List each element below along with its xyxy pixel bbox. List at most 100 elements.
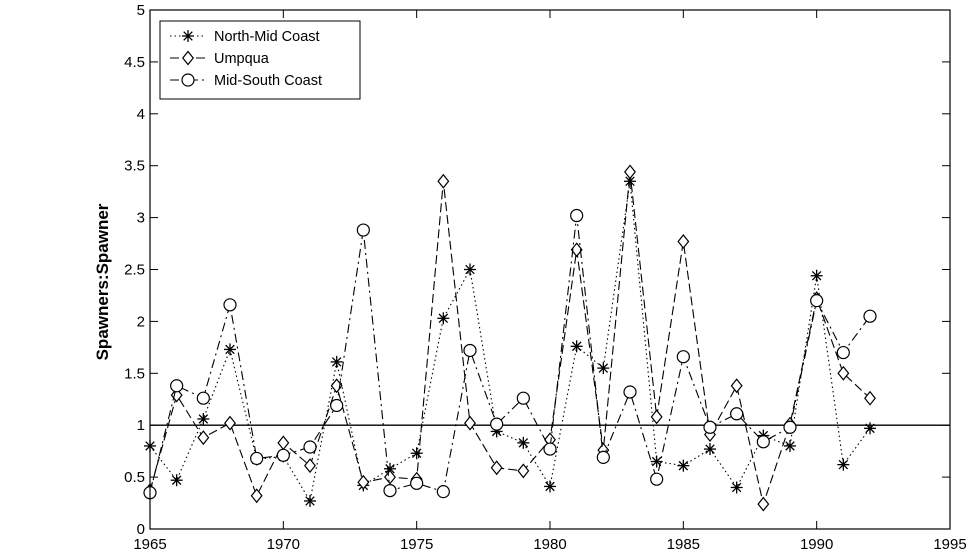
series-1-point-1980 <box>544 480 556 493</box>
series-1-point-1985 <box>677 459 690 472</box>
series-1-point-1987 <box>730 481 743 494</box>
series-2-point-1979 <box>517 463 530 479</box>
series-3-point-1985 <box>676 350 690 364</box>
legend-label: Mid-South Coast <box>214 73 322 89</box>
series-2-point-1983 <box>624 164 636 180</box>
y-tick-label: 4 <box>137 106 145 123</box>
series-1-point-1968 <box>224 343 236 356</box>
series-2-point-1988 <box>757 496 770 512</box>
series-3-point-1991 <box>836 345 850 360</box>
series-3-point-1986 <box>703 420 717 434</box>
y-tick-label: 0 <box>137 521 145 538</box>
series-1-point-1982 <box>597 362 610 375</box>
series-3-point-1975 <box>410 476 424 490</box>
series-3-point-1972 <box>330 398 344 413</box>
series-1-point-1990 <box>810 269 823 282</box>
series-3-point-1969 <box>250 451 264 466</box>
series-3-point-1968 <box>223 298 237 312</box>
series-1-point-1975 <box>410 447 423 460</box>
series-3-point-1982 <box>596 450 610 464</box>
series-2-point-1984 <box>650 409 663 425</box>
series-3-point-1977 <box>463 343 477 358</box>
series-3-line <box>149 215 871 493</box>
series-2-line <box>149 171 871 507</box>
series-3-point-1971 <box>303 440 317 454</box>
series-1-point-1972 <box>330 355 343 368</box>
series-3-point-1990 <box>810 294 824 308</box>
series-3-point-1979 <box>516 391 530 405</box>
series-1-point-1966 <box>170 474 183 487</box>
series-3-point-1989 <box>783 420 797 434</box>
series-2 <box>144 164 876 512</box>
axis-layer: 1965 1970 1975 1980 1985 1990 1995 0 0.5 1 1.5 2 2.5… <box>124 2 967 553</box>
series-1-point-1967 <box>197 412 210 425</box>
series-2-point-1981 <box>570 242 583 258</box>
series-1-point-1989 <box>784 439 796 452</box>
series-3-point-1981 <box>570 208 584 223</box>
series-2-point-1976 <box>437 173 450 189</box>
x-tick-label: 1995 <box>933 536 966 553</box>
series-1-point-1981 <box>570 340 583 353</box>
series-3-point-1980 <box>543 442 557 456</box>
legend-box <box>159 20 361 100</box>
y-tick-label: 2 <box>137 313 145 330</box>
y-tick-label: 3 <box>137 210 145 227</box>
legend-marker <box>182 30 194 42</box>
y-tick-label: 5 <box>137 2 145 19</box>
series-2-point-1977 <box>464 415 476 431</box>
x-tick-label: 1980 <box>533 536 566 553</box>
series-1-point-1986 <box>704 443 716 456</box>
series-layer <box>143 164 877 512</box>
series-2-point-1991 <box>837 365 850 381</box>
legend-label: Umpqua <box>214 51 270 67</box>
series-2-point-1992 <box>864 390 876 406</box>
series-2-point-1970 <box>277 435 290 451</box>
series-3-point-1987 <box>730 407 744 421</box>
series-3-point-1983 <box>623 385 637 399</box>
x-tick-label: 1975 <box>400 536 433 553</box>
x-tick-label: 1970 <box>267 536 300 553</box>
y-tick-label: 1 <box>137 417 145 434</box>
series-2-point-1978 <box>490 460 503 476</box>
series-1-point-1979 <box>517 436 530 449</box>
series-2-point-1967 <box>197 430 210 446</box>
series-3-point-1966 <box>170 379 184 393</box>
series-2-point-1969 <box>250 488 263 504</box>
series-1-point-1992 <box>864 422 876 435</box>
series-3-point-1984 <box>650 472 664 486</box>
y-tick-label: 0.5 <box>124 469 145 486</box>
legend-entry-3: Mid-South Coast <box>170 73 322 89</box>
legend-marker <box>181 73 195 87</box>
legend-marker <box>182 50 194 66</box>
legend-entry-2: Umpqua <box>170 50 270 67</box>
legend-entry-1: North-Mid Coast <box>170 29 320 45</box>
x-tick-label: 1965 <box>133 536 166 553</box>
series-1-point-1984 <box>650 455 663 468</box>
series-3-point-1976 <box>436 485 450 499</box>
legend: North-Mid Coast Umpqua Mid-South Coast <box>159 20 361 100</box>
y-tick-label: 4.5 <box>124 54 145 71</box>
series-1-point-1977 <box>464 263 476 276</box>
series-2-point-1973 <box>357 474 370 490</box>
series-3-point-1970 <box>276 448 290 462</box>
y-tick-label: 2.5 <box>124 262 145 279</box>
x-tick-label: 1990 <box>800 536 833 553</box>
series-1-line <box>149 181 871 503</box>
series-2-point-1968 <box>224 415 236 431</box>
series-3-point-1992 <box>863 309 877 323</box>
series-2-point-1971 <box>304 458 316 474</box>
y-axis-label: Spawners:Spawner <box>93 203 112 360</box>
series-1-point-1991 <box>837 458 850 471</box>
series-3 <box>143 208 877 500</box>
series-3-point-1978 <box>490 417 504 431</box>
series-1-point-1976 <box>437 312 450 325</box>
y-tick-label: 1.5 <box>124 365 145 382</box>
series-2-point-1987 <box>730 378 743 394</box>
legend-label: North-Mid Coast <box>214 29 320 45</box>
series-2-point-1985 <box>677 234 690 249</box>
series-2-point-1974 <box>384 469 396 485</box>
series-3-point-1973 <box>356 223 370 237</box>
series-1-point-1971 <box>304 494 316 507</box>
series-3-point-1974 <box>383 483 397 498</box>
